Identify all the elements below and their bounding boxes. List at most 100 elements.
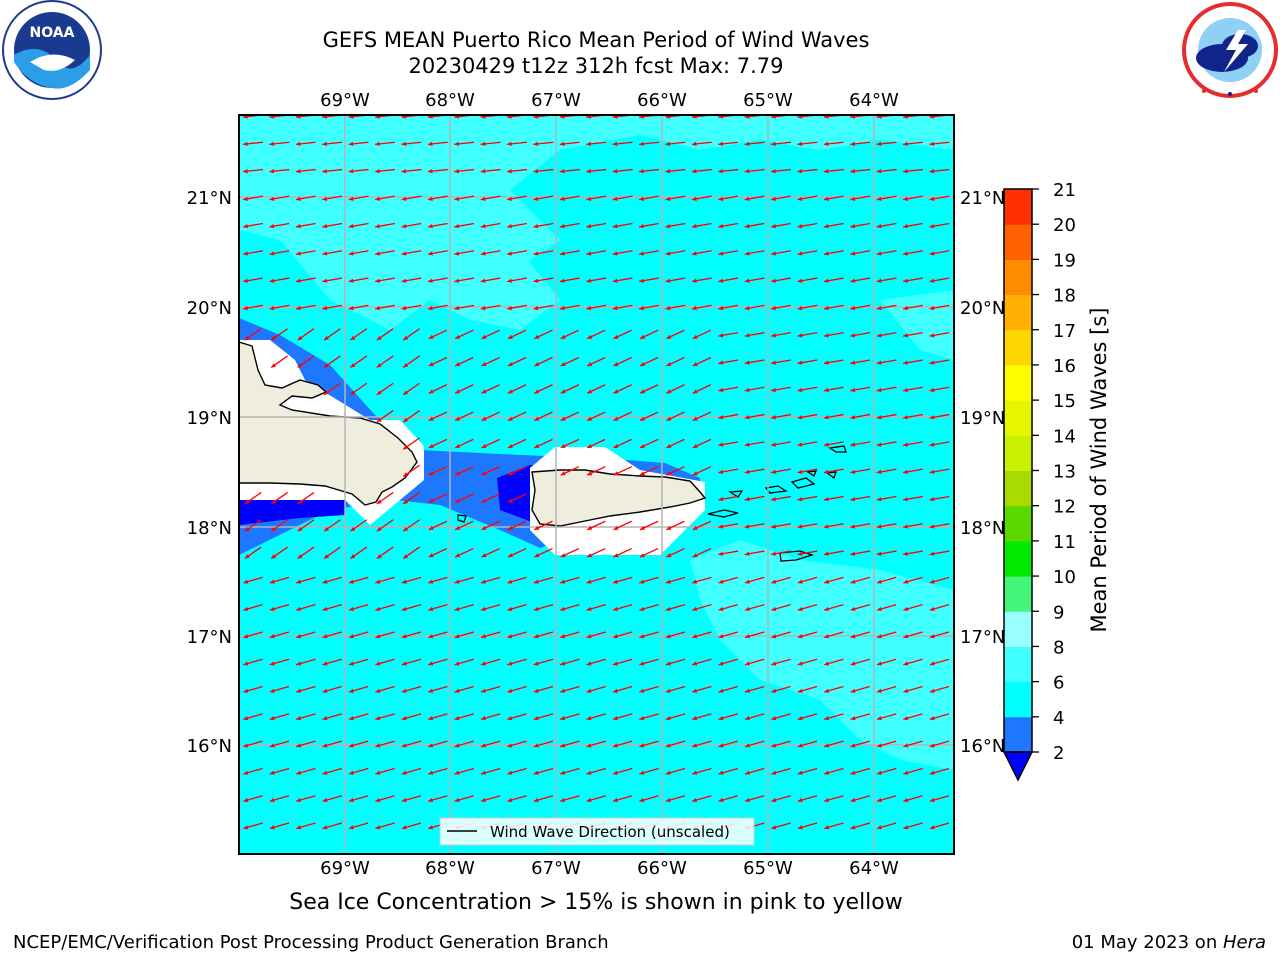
wind-arrow [903,658,923,666]
wind-arrow [427,195,448,201]
wind-arrow [533,713,554,721]
wind-arrow [903,740,923,748]
wind-arrow [454,740,474,748]
colorbar-segment [1004,505,1032,542]
wind-arrow [666,384,685,394]
wind-arrow [612,222,633,229]
colorbar-segment [1004,646,1032,683]
wind-arrow [718,523,739,529]
colorbar-segment [1004,576,1032,612]
wind-arrow [533,304,554,311]
wind-arrow [269,168,290,174]
wind-arrow [350,355,368,368]
wind-arrow [243,222,263,229]
wind-arrow [243,277,263,283]
wind-arrow [718,495,739,502]
wind-arrow [692,547,712,558]
wind-arrow [903,604,923,612]
noaa-logo: NOAA [2,0,102,100]
wind-arrow [797,222,818,229]
wind-arrow [559,141,580,147]
lon-label-bottom: 65°W [743,858,793,879]
wind-arrow [507,195,527,201]
wind-arrow [401,713,422,721]
wind-arrow [269,713,290,721]
wind-arrow [770,141,792,147]
wind-arrow [428,329,448,340]
wind-arrow [665,168,686,174]
wind-arrow [560,356,580,367]
wind-arrow [269,576,290,584]
wind-arrow [454,195,475,201]
wind-arrow [533,604,554,612]
wind-arrow [480,713,501,721]
lat-label-left: 17°N [187,627,232,648]
wind-arrow [348,767,369,775]
wind-arrow [296,685,316,693]
wind-arrow [850,141,871,147]
wind-arrow [639,466,659,476]
wind-arrow [507,576,527,584]
wind-arrow [586,329,606,340]
wind-arrow [401,795,422,803]
wind-arrow [850,822,870,830]
wind-arrow [692,384,712,394]
wind-arrow [850,332,871,338]
wind-arrow [243,740,263,748]
wind-arrow [401,222,422,229]
wind-arrow [665,658,686,666]
wind-arrow [850,441,871,447]
colorbar-segment [1004,329,1032,366]
wind-arrow [244,519,262,532]
wind-arrow [375,631,395,639]
colorbar-tick-label: 12 [1053,497,1076,518]
wind-arrow [744,495,765,502]
wind-arrow [376,410,394,423]
lon-label-top: 68°W [425,90,475,111]
wind-arrow [718,767,738,775]
wind-arrow [744,740,765,748]
wind-arrow [850,386,871,393]
wind-arrow [903,523,923,529]
wind-arrow [876,250,897,256]
wind-arrow [613,466,632,476]
wind-arrow [929,468,950,474]
wind-arrow [744,767,765,775]
wind-arrow [666,438,685,449]
wind-arrow [718,740,738,748]
wind-arrow [533,795,554,803]
wind-arrow [534,547,553,558]
wind-arrow [797,141,818,147]
wind-arrow [244,328,262,341]
wind-arrow [718,604,738,612]
wind-arrow [692,356,712,367]
wind-arrow [586,304,607,311]
wind-arrow [586,520,606,531]
wind-arrow [533,277,554,283]
colorbar-segment [1004,435,1032,471]
wind-arrow [507,520,527,531]
colorbar: 2 4 6 8 9 10 11 12 13 14 15 16 17 18 19 20 21 [1002,180,1076,782]
wind-arrow [322,576,342,584]
wind-arrow [876,550,897,556]
wind-arrow [612,658,633,666]
wind-arrow [560,438,580,449]
wind-arrow [612,250,633,256]
wind-arrow [269,250,290,256]
wind-arrow [666,547,685,558]
wind-arrow [692,767,712,775]
wind-arrow [507,685,527,693]
wind-arrow [876,576,897,584]
wind-arrow [639,277,659,283]
wind-arrow [243,822,263,830]
wind-arrow [481,547,500,558]
wind-arrow [427,277,448,283]
wind-arrow [454,438,474,449]
wind-arrow [691,195,712,201]
wind-arrow [560,795,580,803]
wind-arrow [243,767,263,775]
wind-arrow [639,795,659,803]
wind-arrow [823,441,844,447]
wind-arrow [322,631,342,639]
wind-arrow [559,195,580,201]
